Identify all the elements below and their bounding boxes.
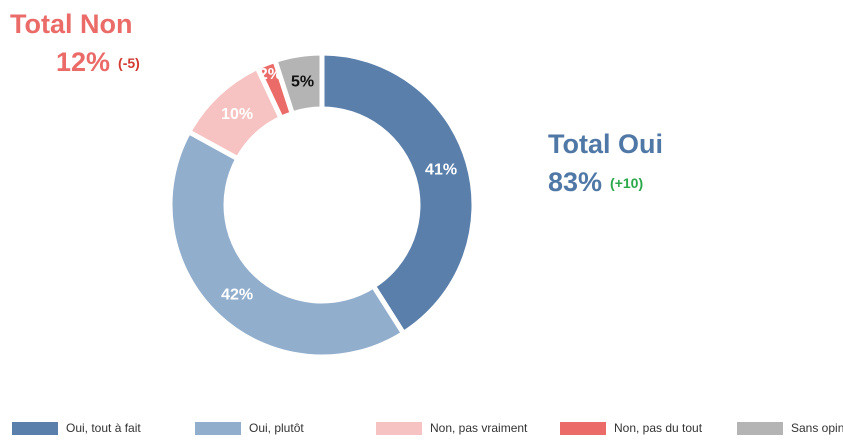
annotation-total: 12% (-5)	[56, 47, 140, 77]
legend-swatch	[376, 422, 422, 435]
annotation-change: (+10)	[610, 175, 643, 191]
legend-label: Non, pas vraiment	[430, 421, 528, 435]
legend-label: Oui, plutôt	[249, 421, 304, 435]
slice-label: 5%	[291, 74, 314, 91]
annotation-title: Total Non	[10, 9, 132, 39]
legend-label: Non, pas du tout	[614, 421, 703, 435]
annotation-total-value: 83%	[548, 167, 602, 197]
slice-label: 42%	[221, 287, 253, 304]
legend-swatch	[195, 422, 241, 435]
legend-label: Oui, tout à fait	[66, 421, 141, 435]
donut-slice	[167, 128, 407, 360]
donut-slice	[271, 50, 325, 117]
annotation-total-value: 12%	[56, 47, 110, 77]
annotation-title: Total Oui	[548, 129, 663, 159]
slice-label: 41%	[425, 162, 457, 179]
slice-label: 10%	[221, 106, 253, 123]
legend-swatch	[560, 422, 606, 435]
legend-label: Sans opinion	[791, 421, 843, 435]
donut-slice	[319, 50, 477, 337]
annotation-total: 83% (+10)	[548, 167, 643, 197]
legend-swatch	[12, 422, 58, 435]
annotation-change: (-5)	[118, 55, 140, 71]
legend-swatch	[737, 422, 783, 435]
